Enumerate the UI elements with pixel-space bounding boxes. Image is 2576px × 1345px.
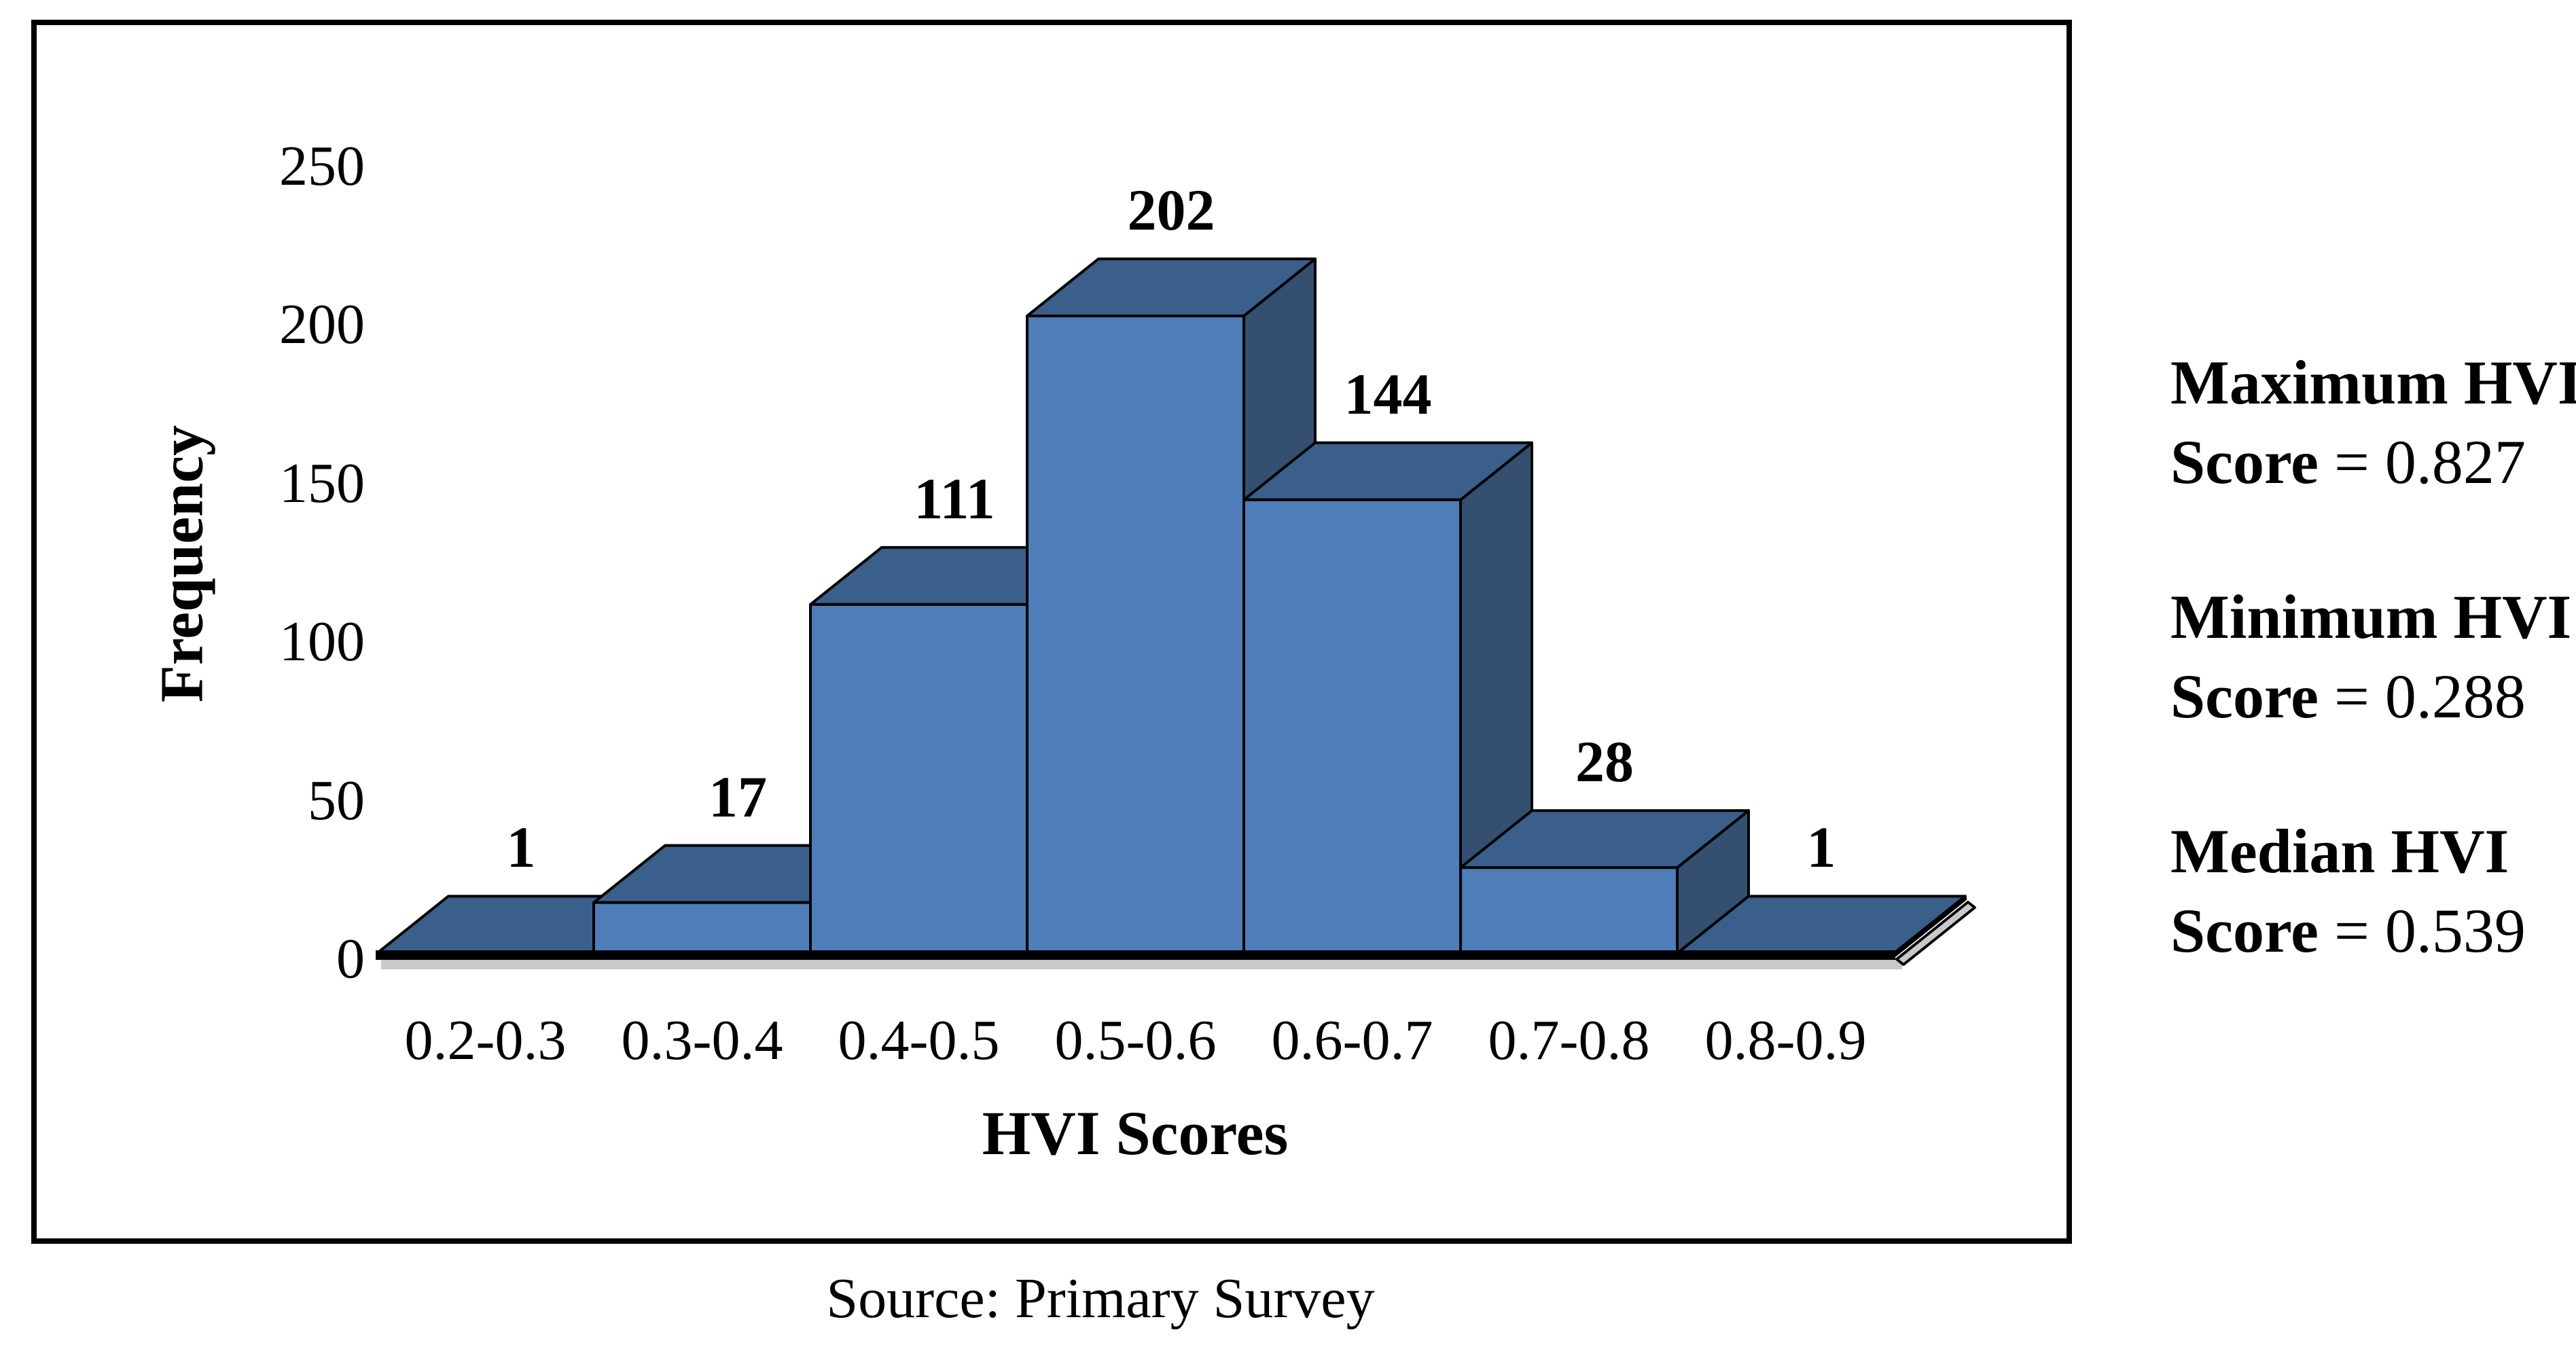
y-tick-label: 50 <box>308 768 365 832</box>
x-tick-label: 0.6-0.7 <box>1271 1009 1433 1072</box>
stat-minimum-score-word: Score <box>2170 662 2319 731</box>
stat-median-value: = 0.539 <box>2334 896 2526 965</box>
x-tick-label: 0.7-0.8 <box>1488 1009 1650 1072</box>
stats-panel: Maximum HVI Score = 0.827 Minimum HVI Sc… <box>2170 0 2576 1345</box>
bar-column-0.7-0.8 <box>1459 809 1750 958</box>
stat-median: Median HVI Score = 0.539 <box>2170 812 2526 971</box>
bar-value-label: 17 <box>709 764 767 829</box>
stat-minimum: Minimum HVI Score = 0.288 <box>2170 577 2571 736</box>
bar-value-label: 28 <box>1575 729 1634 795</box>
baseline-shadow <box>381 960 1902 969</box>
y-tick-label: 0 <box>336 927 365 990</box>
stat-median-label: Median HVI <box>2170 817 2509 886</box>
x-tick-label: 0.2-0.3 <box>404 1009 567 1072</box>
bar-value-label: 202 <box>1127 177 1215 243</box>
y-tick-label: 100 <box>279 610 365 674</box>
y-tick-label: 200 <box>279 293 365 357</box>
baseline-shadow-slant <box>1895 901 1976 966</box>
x-tick-label: 0.5-0.6 <box>1054 1009 1217 1072</box>
x-tick-label: 0.3-0.4 <box>621 1009 783 1072</box>
stat-minimum-value: = 0.288 <box>2334 662 2526 731</box>
y-axis-title: Frequency <box>148 425 216 703</box>
x-axis-title: HVI Scores <box>982 1098 1289 1168</box>
stat-maximum: Maximum HVI Score = 0.827 <box>2170 343 2576 502</box>
stat-minimum-label: Minimum HVI <box>2170 582 2572 651</box>
source-caption: Source: Primary Survey <box>826 1267 1375 1330</box>
stat-maximum-score-word: Score <box>2170 427 2319 497</box>
y-tick-label: 250 <box>279 134 365 198</box>
x-tick-label: 0.8-0.9 <box>1704 1009 1867 1072</box>
stat-maximum-value: = 0.827 <box>2334 427 2526 497</box>
baseline <box>376 950 1895 960</box>
bar-value-label: 111 <box>914 465 995 531</box>
bar-value-label: 144 <box>1344 361 1432 427</box>
stat-maximum-label: Maximum HVI <box>2170 348 2576 417</box>
bar-value-label: 1 <box>1806 814 1836 880</box>
x-tick-label: 0.4-0.5 <box>838 1009 1000 1072</box>
bar-value-label: 1 <box>506 814 536 880</box>
stat-median-score-word: Score <box>2170 896 2319 965</box>
y-tick-label: 150 <box>279 451 365 515</box>
